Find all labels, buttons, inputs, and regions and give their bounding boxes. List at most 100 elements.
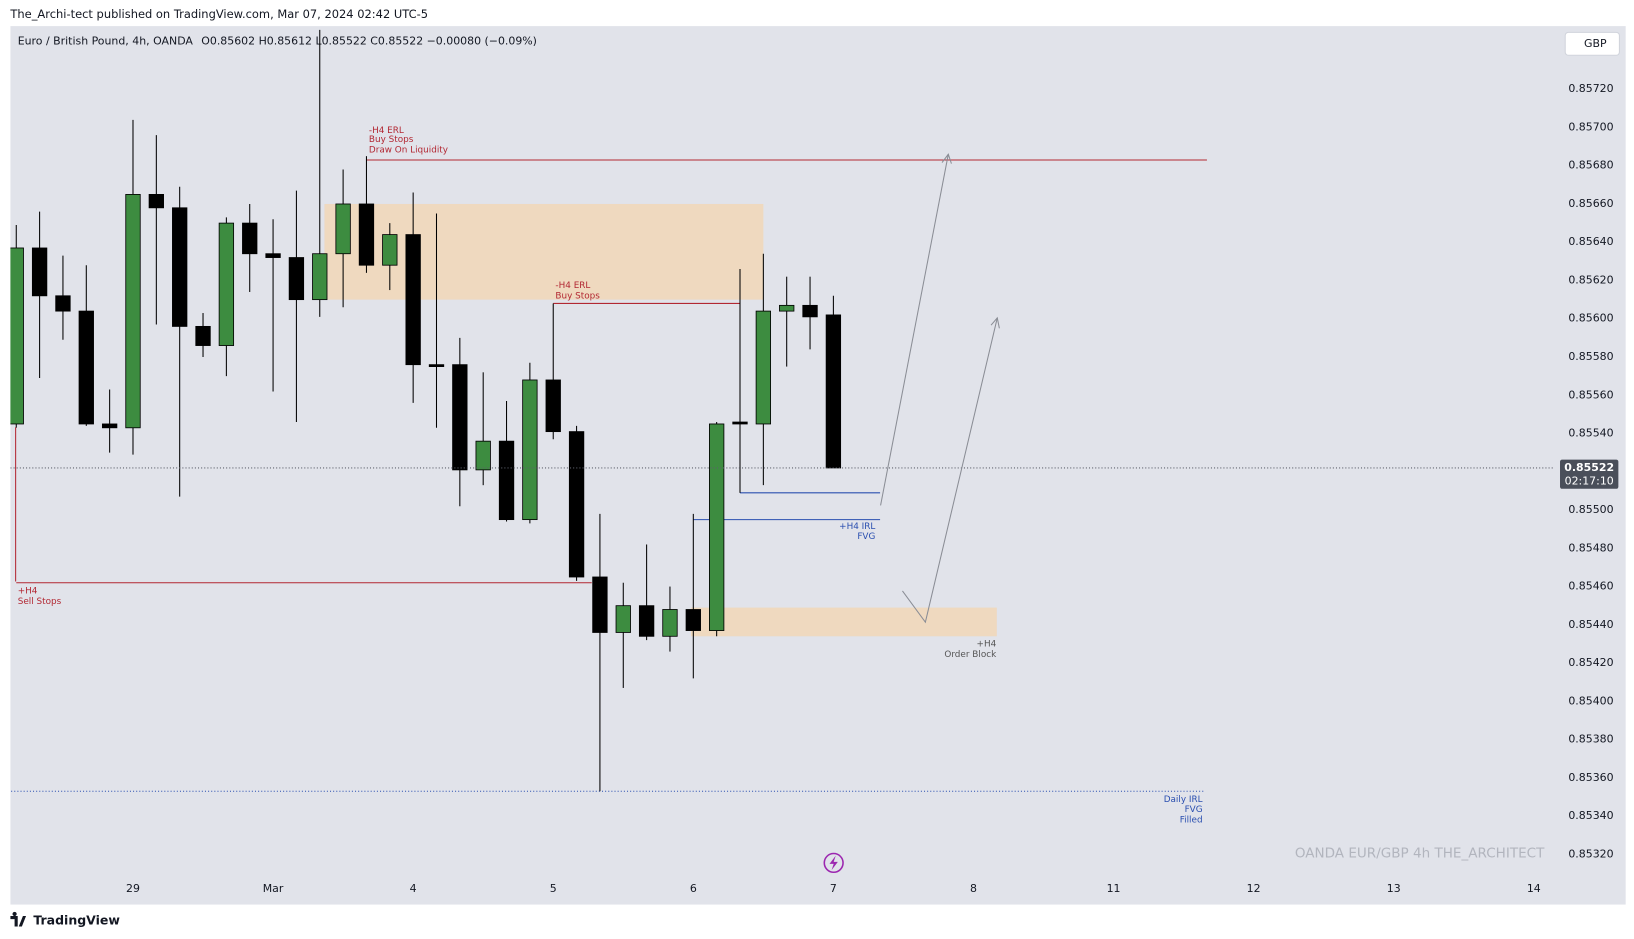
x-tick-label: 14 bbox=[1527, 882, 1541, 895]
projection-arrow bbox=[902, 317, 998, 624]
annotation: +H4 IRL FVG Daily IRL FVG Filled bbox=[839, 522, 1203, 826]
footer-brand: TradingView bbox=[33, 913, 120, 928]
candle-body bbox=[405, 234, 421, 366]
arrow-head bbox=[990, 316, 1000, 329]
y-tick-label: 0.85380 bbox=[1568, 733, 1613, 746]
annotation-line: Buy Stops bbox=[369, 135, 414, 145]
y-tick-label: 0.85600 bbox=[1568, 312, 1613, 325]
annotation-line: -H4 ERL bbox=[555, 281, 590, 291]
candle-body bbox=[802, 304, 818, 318]
last-price-badge bbox=[1560, 459, 1619, 489]
annotation-line: Draw On Liquidity bbox=[369, 146, 448, 156]
candle-body bbox=[825, 314, 842, 469]
alert-bolt bbox=[829, 855, 838, 871]
ohlc-legend: O0.85602 H0.85612 L0.85522 C0.85522 −0.0… bbox=[201, 35, 537, 48]
projection-arrow bbox=[880, 154, 949, 506]
countdown-label: 02:17:10 bbox=[1565, 475, 1614, 488]
candle-body bbox=[709, 423, 725, 631]
y-tick-label: 0.85460 bbox=[1568, 580, 1613, 593]
candle-body bbox=[358, 203, 375, 266]
x-tick-label: 8 bbox=[970, 882, 977, 895]
candle-body bbox=[568, 431, 585, 578]
candle-body bbox=[265, 253, 281, 258]
publish-header: The_Archi-tect published on TradingView.… bbox=[9, 7, 428, 21]
candle-body bbox=[428, 364, 445, 367]
last-price-label: 0.85522 bbox=[1564, 461, 1614, 474]
alert-icon[interactable] bbox=[823, 852, 844, 874]
annotation-line: Order Block bbox=[944, 650, 997, 660]
annotation: -H4 ERL Buy Stops Draw On Liquidity -H4 … bbox=[18, 126, 601, 607]
annotation-line: +H4 IRL bbox=[839, 522, 875, 532]
candle-body bbox=[545, 379, 561, 433]
drawings bbox=[880, 153, 1000, 624]
candle-body bbox=[125, 194, 141, 429]
logo-mark bbox=[10, 911, 27, 927]
annotation-line: Buy Stops bbox=[555, 291, 600, 301]
annotation-line: +H4 bbox=[977, 640, 997, 650]
annotation-line: FVG bbox=[857, 532, 875, 542]
candle-body bbox=[779, 304, 795, 312]
symbol-legend: Euro / British Pound, 4h, OANDA O0.85602 … bbox=[18, 35, 537, 48]
y-tick-label: 0.85580 bbox=[1568, 350, 1613, 363]
candle-body bbox=[172, 207, 188, 327]
arrow-head bbox=[941, 153, 952, 164]
candle-body bbox=[31, 247, 48, 297]
currency-button[interactable] bbox=[1564, 31, 1620, 56]
y-tick-label: 0.85480 bbox=[1568, 541, 1613, 554]
candle-body bbox=[638, 605, 655, 637]
candle-body bbox=[522, 379, 538, 521]
annotation: +H4 Order Block bbox=[944, 640, 997, 660]
candle-body bbox=[335, 203, 351, 255]
zone bbox=[324, 203, 764, 300]
x-tick-label: 6 bbox=[690, 882, 697, 895]
x-tick-label: 4 bbox=[410, 882, 417, 895]
x-tick-label: 29 bbox=[126, 882, 140, 895]
watermark: OANDA EUR/GBP 4h THE_ARCHITECT bbox=[1295, 846, 1545, 862]
candle-body bbox=[615, 605, 631, 633]
candle-body bbox=[101, 423, 118, 429]
candle-body bbox=[498, 440, 515, 521]
plot-area bbox=[10, 29, 1555, 792]
y-tick-label: 0.85360 bbox=[1568, 771, 1613, 784]
annotation-line: Filled bbox=[1180, 816, 1203, 826]
y-tick-label: 0.85340 bbox=[1568, 809, 1613, 822]
candle-body bbox=[452, 364, 468, 471]
candle-body bbox=[732, 421, 748, 425]
y-tick-label: 0.85320 bbox=[1568, 847, 1613, 860]
x-tick-label: 7 bbox=[830, 882, 837, 895]
x-tick-label: Mar bbox=[263, 882, 284, 895]
y-tick-label: 0.85720 bbox=[1568, 82, 1613, 95]
candle-body bbox=[55, 295, 71, 312]
footer-logo: TradingView bbox=[10, 911, 120, 928]
x-tick-label: 12 bbox=[1247, 882, 1261, 895]
candle-body bbox=[195, 325, 211, 346]
candle-body bbox=[475, 440, 491, 471]
y-tick-label: 0.85680 bbox=[1568, 159, 1613, 172]
candle-body bbox=[662, 609, 678, 637]
candle-body bbox=[592, 576, 608, 633]
y-tick-label: 0.85540 bbox=[1568, 427, 1613, 440]
candle-body bbox=[685, 609, 701, 631]
alert-circle bbox=[823, 852, 844, 874]
candle-body bbox=[382, 234, 398, 266]
candle-body bbox=[312, 253, 328, 301]
currency-label: GBP bbox=[1584, 37, 1607, 50]
candle-body bbox=[78, 310, 94, 425]
y-tick-label: 0.85620 bbox=[1568, 273, 1613, 286]
annotation-line: FVG bbox=[1185, 805, 1203, 815]
candle-body bbox=[218, 222, 235, 346]
y-tick-label: 0.85400 bbox=[1568, 694, 1613, 707]
candle-body bbox=[10, 247, 24, 425]
y-tick-label: 0.85440 bbox=[1568, 618, 1613, 631]
annotation-line: -H4 ERL bbox=[369, 126, 404, 136]
annotation-line: +H4 bbox=[18, 586, 38, 596]
candle-body bbox=[148, 194, 164, 209]
y-tick-label: 0.85420 bbox=[1568, 656, 1613, 669]
annotation-line: Sell Stops bbox=[18, 597, 62, 607]
symbol-title: Euro / British Pound, 4h, OANDA bbox=[18, 35, 194, 48]
zone bbox=[690, 607, 997, 637]
x-tick-label: 5 bbox=[550, 882, 557, 895]
candle-body bbox=[288, 257, 305, 301]
y-tick-label: 0.85640 bbox=[1568, 235, 1613, 248]
